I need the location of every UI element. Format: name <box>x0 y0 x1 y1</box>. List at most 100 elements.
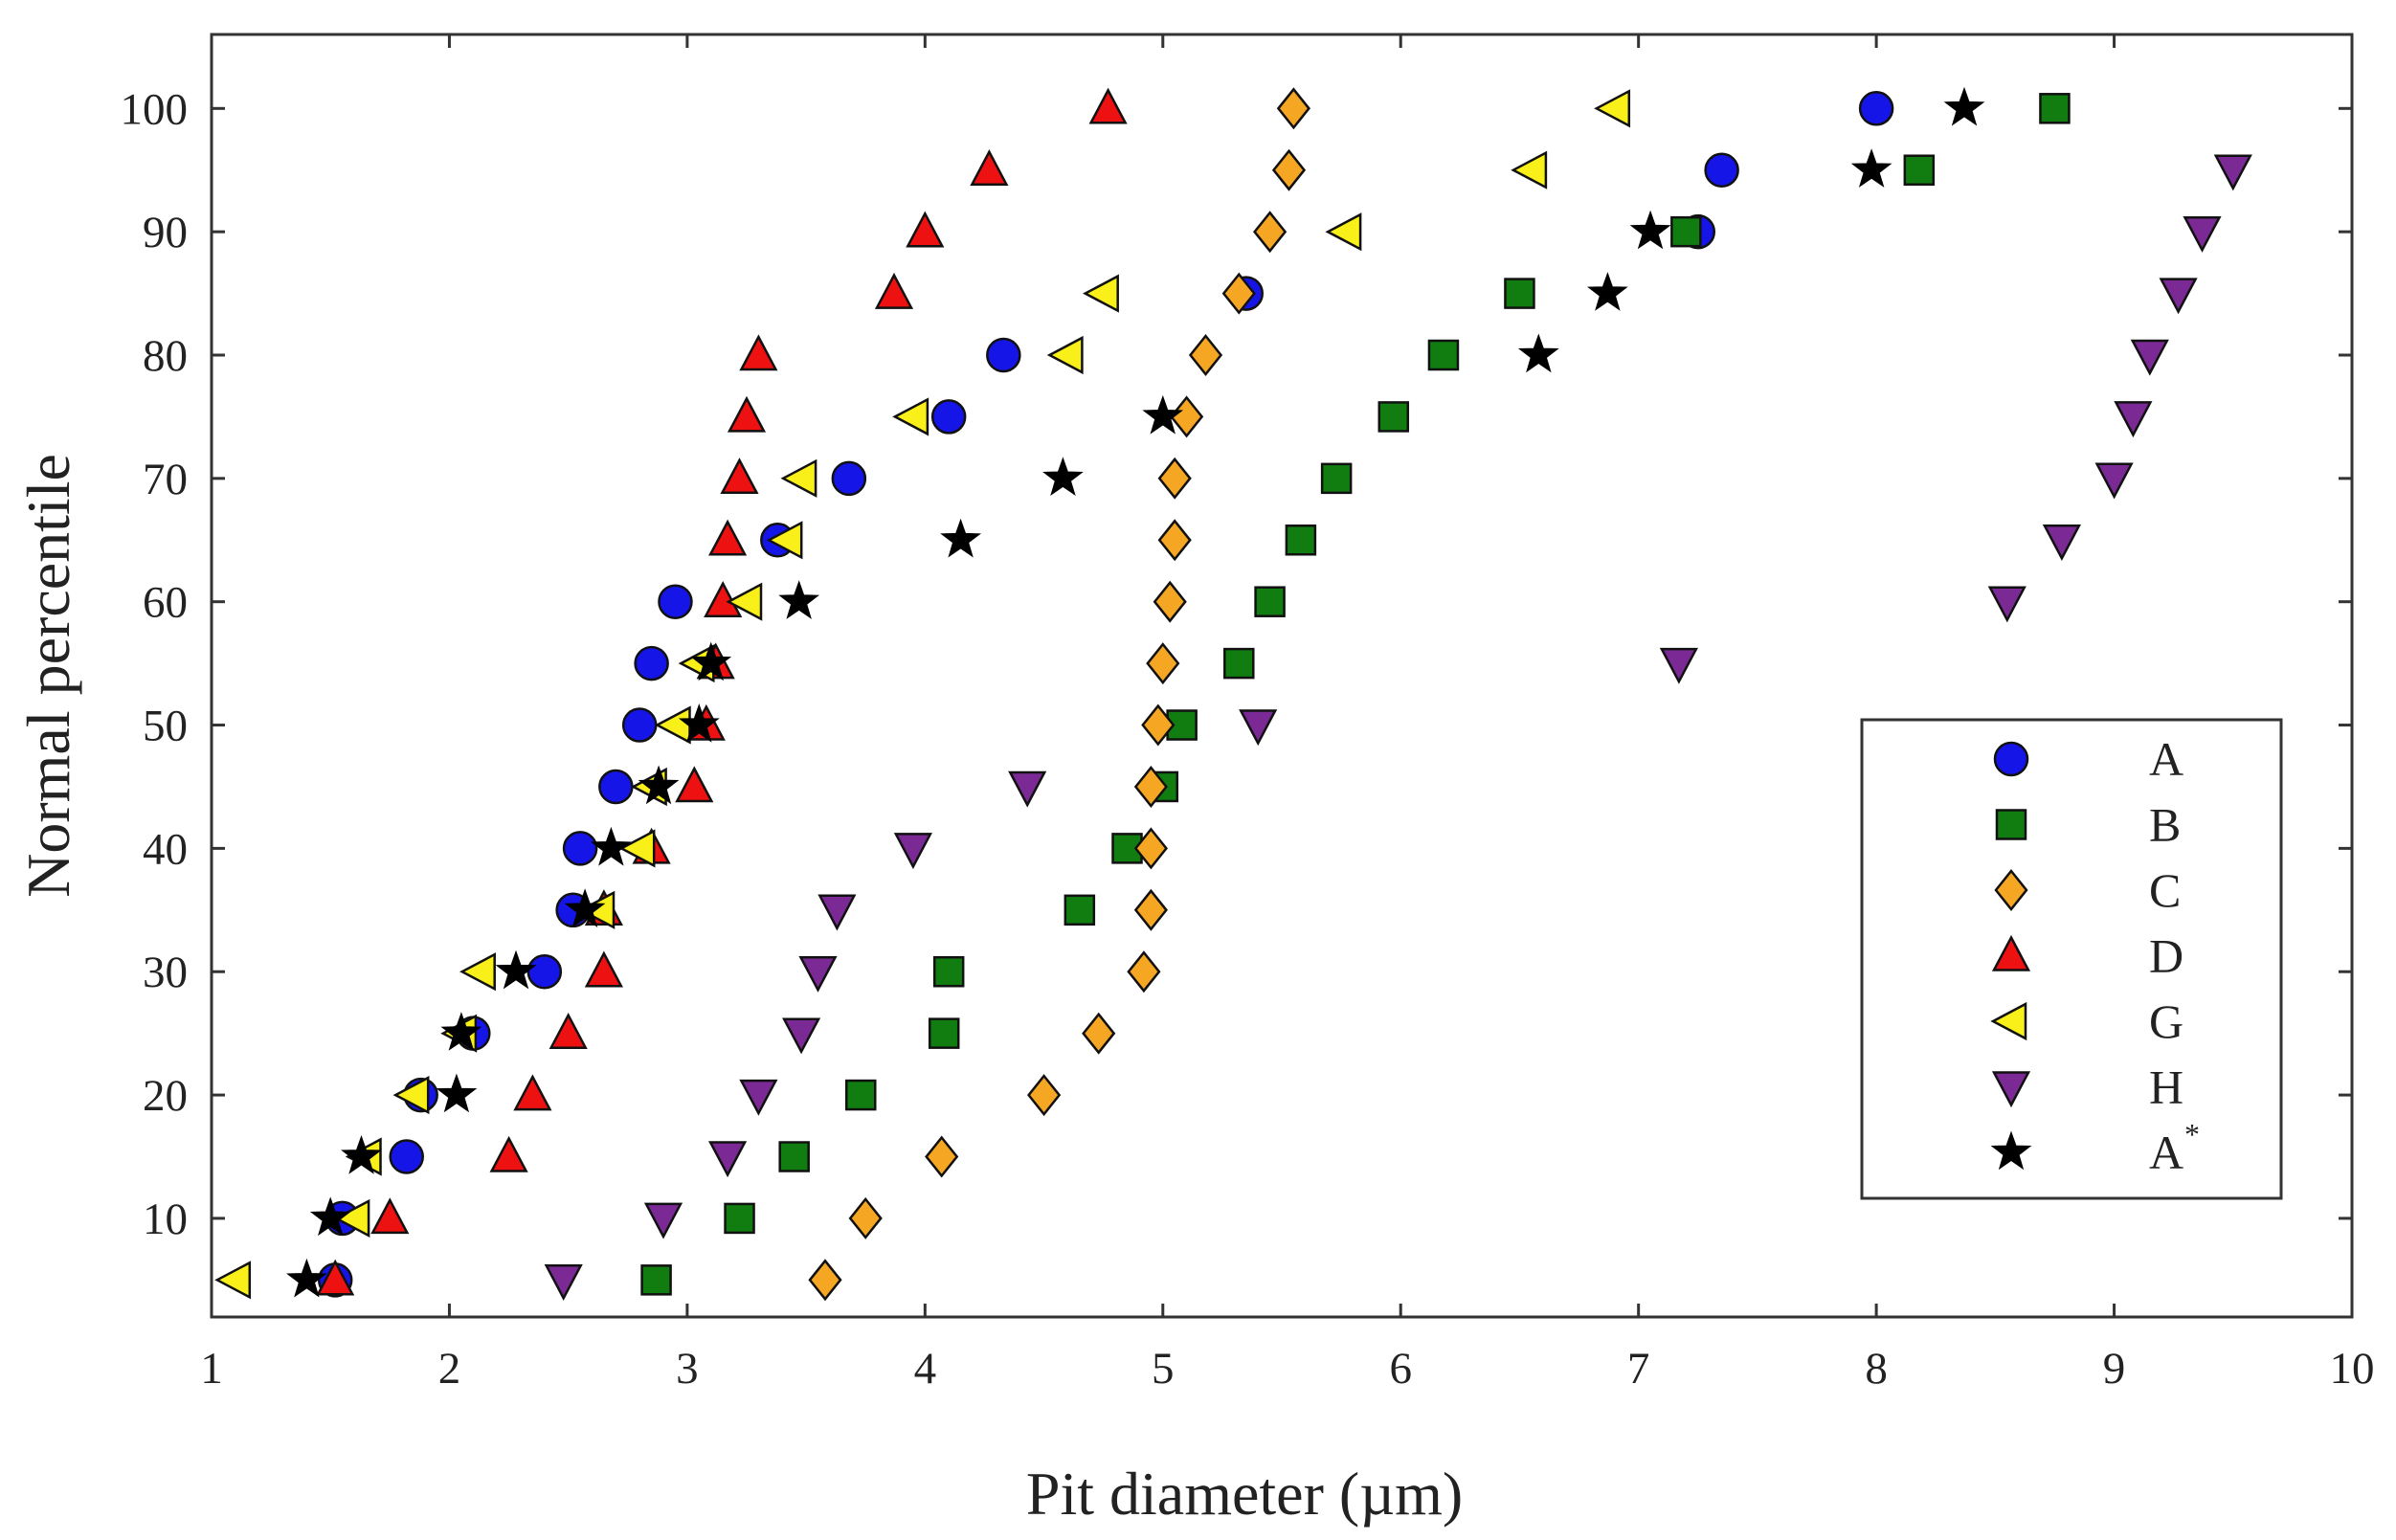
x-tick-label: 3 <box>676 1344 699 1394</box>
legend-label: H <box>2149 1060 2183 1114</box>
legend-marker <box>1991 1071 2031 1108</box>
data-point <box>808 1259 842 1302</box>
data-point <box>2094 462 2134 500</box>
data-point <box>940 518 982 558</box>
legend-marker <box>1990 1001 2027 1041</box>
legend-marker <box>1994 868 2028 912</box>
data-point <box>489 1135 528 1172</box>
data-point <box>1153 580 1187 623</box>
x-tick-label: 10 <box>2330 1344 2375 1394</box>
data-point <box>621 707 658 743</box>
data-point <box>780 458 817 498</box>
data-point <box>309 1196 351 1237</box>
data-point <box>893 833 932 870</box>
x-tick-label: 5 <box>1152 1344 1175 1394</box>
data-point <box>1082 1012 1116 1055</box>
data-point <box>1254 586 1286 617</box>
legend-marker <box>1993 741 2029 777</box>
data-point <box>544 1264 583 1301</box>
data-point <box>1026 1074 1062 1117</box>
legend-marker <box>1990 1130 2032 1171</box>
data-point <box>1659 647 1698 684</box>
data-point <box>708 1141 748 1178</box>
data-point <box>1141 703 1176 747</box>
data-point <box>2042 524 2081 561</box>
data-point <box>678 703 720 743</box>
legend-box <box>1860 718 2283 1200</box>
series-A-star <box>285 86 1985 1298</box>
data-point <box>1188 333 1223 377</box>
data-point <box>2159 278 2198 315</box>
data-point <box>1064 894 1096 926</box>
data-point <box>389 1139 424 1174</box>
y-tick-label: 10 <box>143 1194 188 1244</box>
y-tick-label: 30 <box>143 948 188 997</box>
data-point <box>1276 87 1311 130</box>
data-point <box>1586 272 1628 311</box>
legend-label-superscript: * <box>2184 1117 2200 1151</box>
data-point <box>1133 765 1169 809</box>
data-point <box>440 1012 482 1051</box>
data-point <box>1127 950 1161 993</box>
data-point <box>2039 93 2071 124</box>
data-point <box>817 894 857 931</box>
y-tick-label: 50 <box>143 702 188 751</box>
data-point <box>634 645 669 681</box>
data-point <box>1670 215 1702 248</box>
data-point <box>925 1135 959 1178</box>
x-tick-label: 6 <box>1389 1344 1412 1394</box>
data-point <box>928 1017 960 1049</box>
data-point <box>831 460 867 497</box>
data-point <box>1223 647 1255 680</box>
data-point <box>874 272 914 309</box>
data-point <box>578 890 616 929</box>
legend-label: G <box>2149 994 2183 1048</box>
data-point <box>1133 888 1169 931</box>
data-point <box>2130 339 2169 376</box>
data-point <box>1594 89 1631 128</box>
data-point <box>739 1079 778 1116</box>
y-tick-label: 70 <box>143 455 188 504</box>
legend-label: C <box>2149 863 2181 917</box>
data-point <box>590 826 632 866</box>
data-point <box>564 888 606 928</box>
data-point <box>1083 274 1119 313</box>
x-tick-label: 2 <box>438 1344 461 1394</box>
data-point <box>1133 827 1169 870</box>
data-point <box>1271 148 1307 191</box>
data-point <box>392 1076 430 1115</box>
data-point <box>726 582 763 621</box>
data-point <box>495 949 537 990</box>
series-C <box>808 87 1311 1302</box>
data-point <box>1157 457 1192 500</box>
data-point <box>436 1073 478 1113</box>
data-points <box>214 86 2252 1302</box>
data-point <box>2183 215 2222 253</box>
data-point <box>845 1079 877 1111</box>
data-point <box>1943 86 1985 126</box>
y-tick-label: 80 <box>143 331 188 381</box>
data-point <box>930 399 967 435</box>
x-axis-title: Pit diameter (µm) <box>1026 1460 1463 1528</box>
data-point <box>1088 87 1128 124</box>
data-point <box>2213 154 2252 191</box>
x-tick-label: 7 <box>1627 1344 1650 1394</box>
data-point <box>1629 210 1671 250</box>
data-point <box>1157 519 1192 562</box>
data-point <box>549 1013 588 1049</box>
data-point <box>513 1074 552 1111</box>
data-point <box>1704 152 1739 188</box>
data-point <box>658 584 693 619</box>
x-tick-label: 1 <box>200 1344 223 1394</box>
data-point <box>970 149 1009 186</box>
data-point <box>1511 150 1548 190</box>
data-point <box>1008 770 1047 808</box>
y-axis: 10 20 30 40 50 60 70 80 90 100 <box>121 84 2352 1244</box>
data-point <box>285 1258 327 1298</box>
data-point <box>690 641 732 681</box>
data-point <box>720 458 759 495</box>
data-point <box>727 395 767 433</box>
data-point <box>848 1196 883 1239</box>
